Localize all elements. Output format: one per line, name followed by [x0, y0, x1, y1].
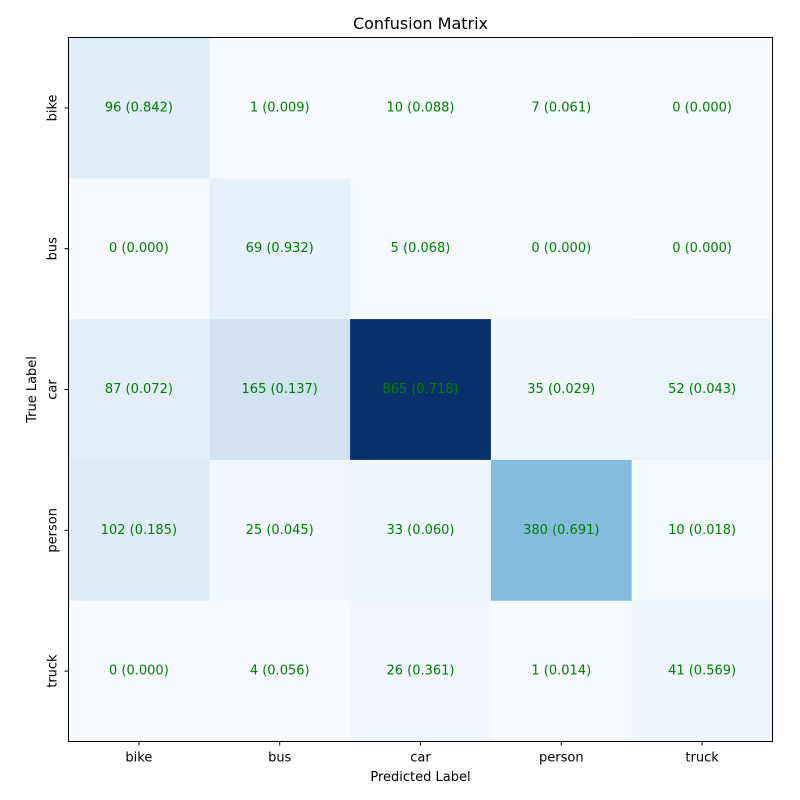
cell-value-label: 0 (0.000)	[672, 100, 732, 115]
cell-value-label: 10 (0.018)	[668, 523, 736, 538]
y-axis-ticks: bike bus car person truck	[46, 94, 69, 688]
heatmap-cell	[68, 459, 210, 602]
cell-value-label: 5 (0.068)	[391, 241, 451, 256]
heatmap-cell	[490, 459, 633, 602]
cell-value-label: 52 (0.043)	[668, 382, 736, 397]
heatmap-cell	[350, 37, 492, 179]
heatmap-cell	[490, 600, 633, 742]
heatmap-cell	[631, 459, 773, 602]
cell-value-label: 1 (0.009)	[250, 100, 310, 115]
cell-value-label: 35 (0.029)	[527, 382, 595, 397]
cell-value-label: 380 (0.691)	[523, 523, 599, 538]
heatmap-cell	[350, 319, 492, 461]
cell-value-label: 1 (0.014)	[531, 664, 591, 679]
cell-value-label: 7 (0.061)	[531, 100, 591, 115]
chart-title: Confusion Matrix	[353, 14, 488, 33]
heatmap-cell	[68, 178, 210, 320]
cell-value-label: 33 (0.060)	[386, 523, 454, 538]
cell-value-label: 4 (0.056)	[250, 664, 310, 679]
heatmap-cell	[68, 600, 210, 742]
cell-value-label: 96 (0.842)	[105, 100, 173, 115]
heatmap-cell	[209, 37, 351, 179]
cell-value-label: 165 (0.137)	[242, 382, 318, 397]
cell-value-label: 865 (0.718)	[382, 382, 458, 397]
heatmap-cells	[68, 37, 773, 742]
cell-value-label: 102 (0.185)	[101, 523, 177, 538]
y-tick-label: car	[46, 379, 61, 400]
cell-value-label: 87 (0.072)	[105, 382, 173, 397]
cell-value-label: 26 (0.361)	[386, 664, 454, 679]
heatmap-cell	[631, 37, 773, 179]
heatmap-cell	[209, 600, 351, 742]
y-axis-label: True Label	[25, 356, 40, 424]
cell-value-label: 25 (0.045)	[246, 523, 314, 538]
heatmap-cell	[490, 178, 633, 320]
heatmap-cell	[350, 178, 492, 320]
heatmap-cell	[631, 178, 773, 320]
heatmap-cell-labels: 96 (0.842) 1 (0.009) 10 (0.088) 7 (0.061) 0 …	[101, 100, 736, 678]
heatmap-cell	[68, 319, 210, 461]
cell-value-label: 10 (0.088)	[386, 100, 454, 115]
heatmap-cell	[490, 319, 633, 461]
heatmap-cell	[350, 459, 492, 602]
x-tick-label: person	[539, 751, 584, 766]
heatmap-cell	[631, 600, 773, 742]
x-tick-label: bike	[125, 751, 152, 766]
y-tick-label: truck	[46, 654, 61, 688]
cell-value-label: 0 (0.000)	[109, 664, 169, 679]
y-tick-label: bus	[46, 237, 61, 260]
heatmap-cell	[209, 459, 351, 602]
x-axis-label: Predicted Label	[370, 770, 470, 785]
cell-value-label: 69 (0.932)	[246, 241, 314, 256]
x-tick-label: bus	[268, 751, 291, 766]
heatmap-cell	[68, 37, 210, 179]
heatmap-cell	[631, 319, 773, 461]
heatmap-cell	[209, 178, 351, 320]
y-tick-label: bike	[46, 94, 61, 121]
cell-value-label: 0 (0.000)	[109, 241, 169, 256]
x-tick-label: car	[410, 751, 431, 766]
heatmap-cell	[350, 600, 492, 742]
heatmap-cell	[209, 319, 351, 461]
y-tick-label: person	[46, 508, 61, 553]
cell-value-label: 0 (0.000)	[672, 241, 732, 256]
cell-value-label: 0 (0.000)	[531, 241, 591, 256]
x-tick-label: truck	[685, 751, 719, 766]
heatmap-cell	[490, 37, 633, 179]
x-axis-ticks: bike bus car person truck	[125, 741, 719, 766]
cell-value-label: 41 (0.569)	[668, 664, 736, 679]
